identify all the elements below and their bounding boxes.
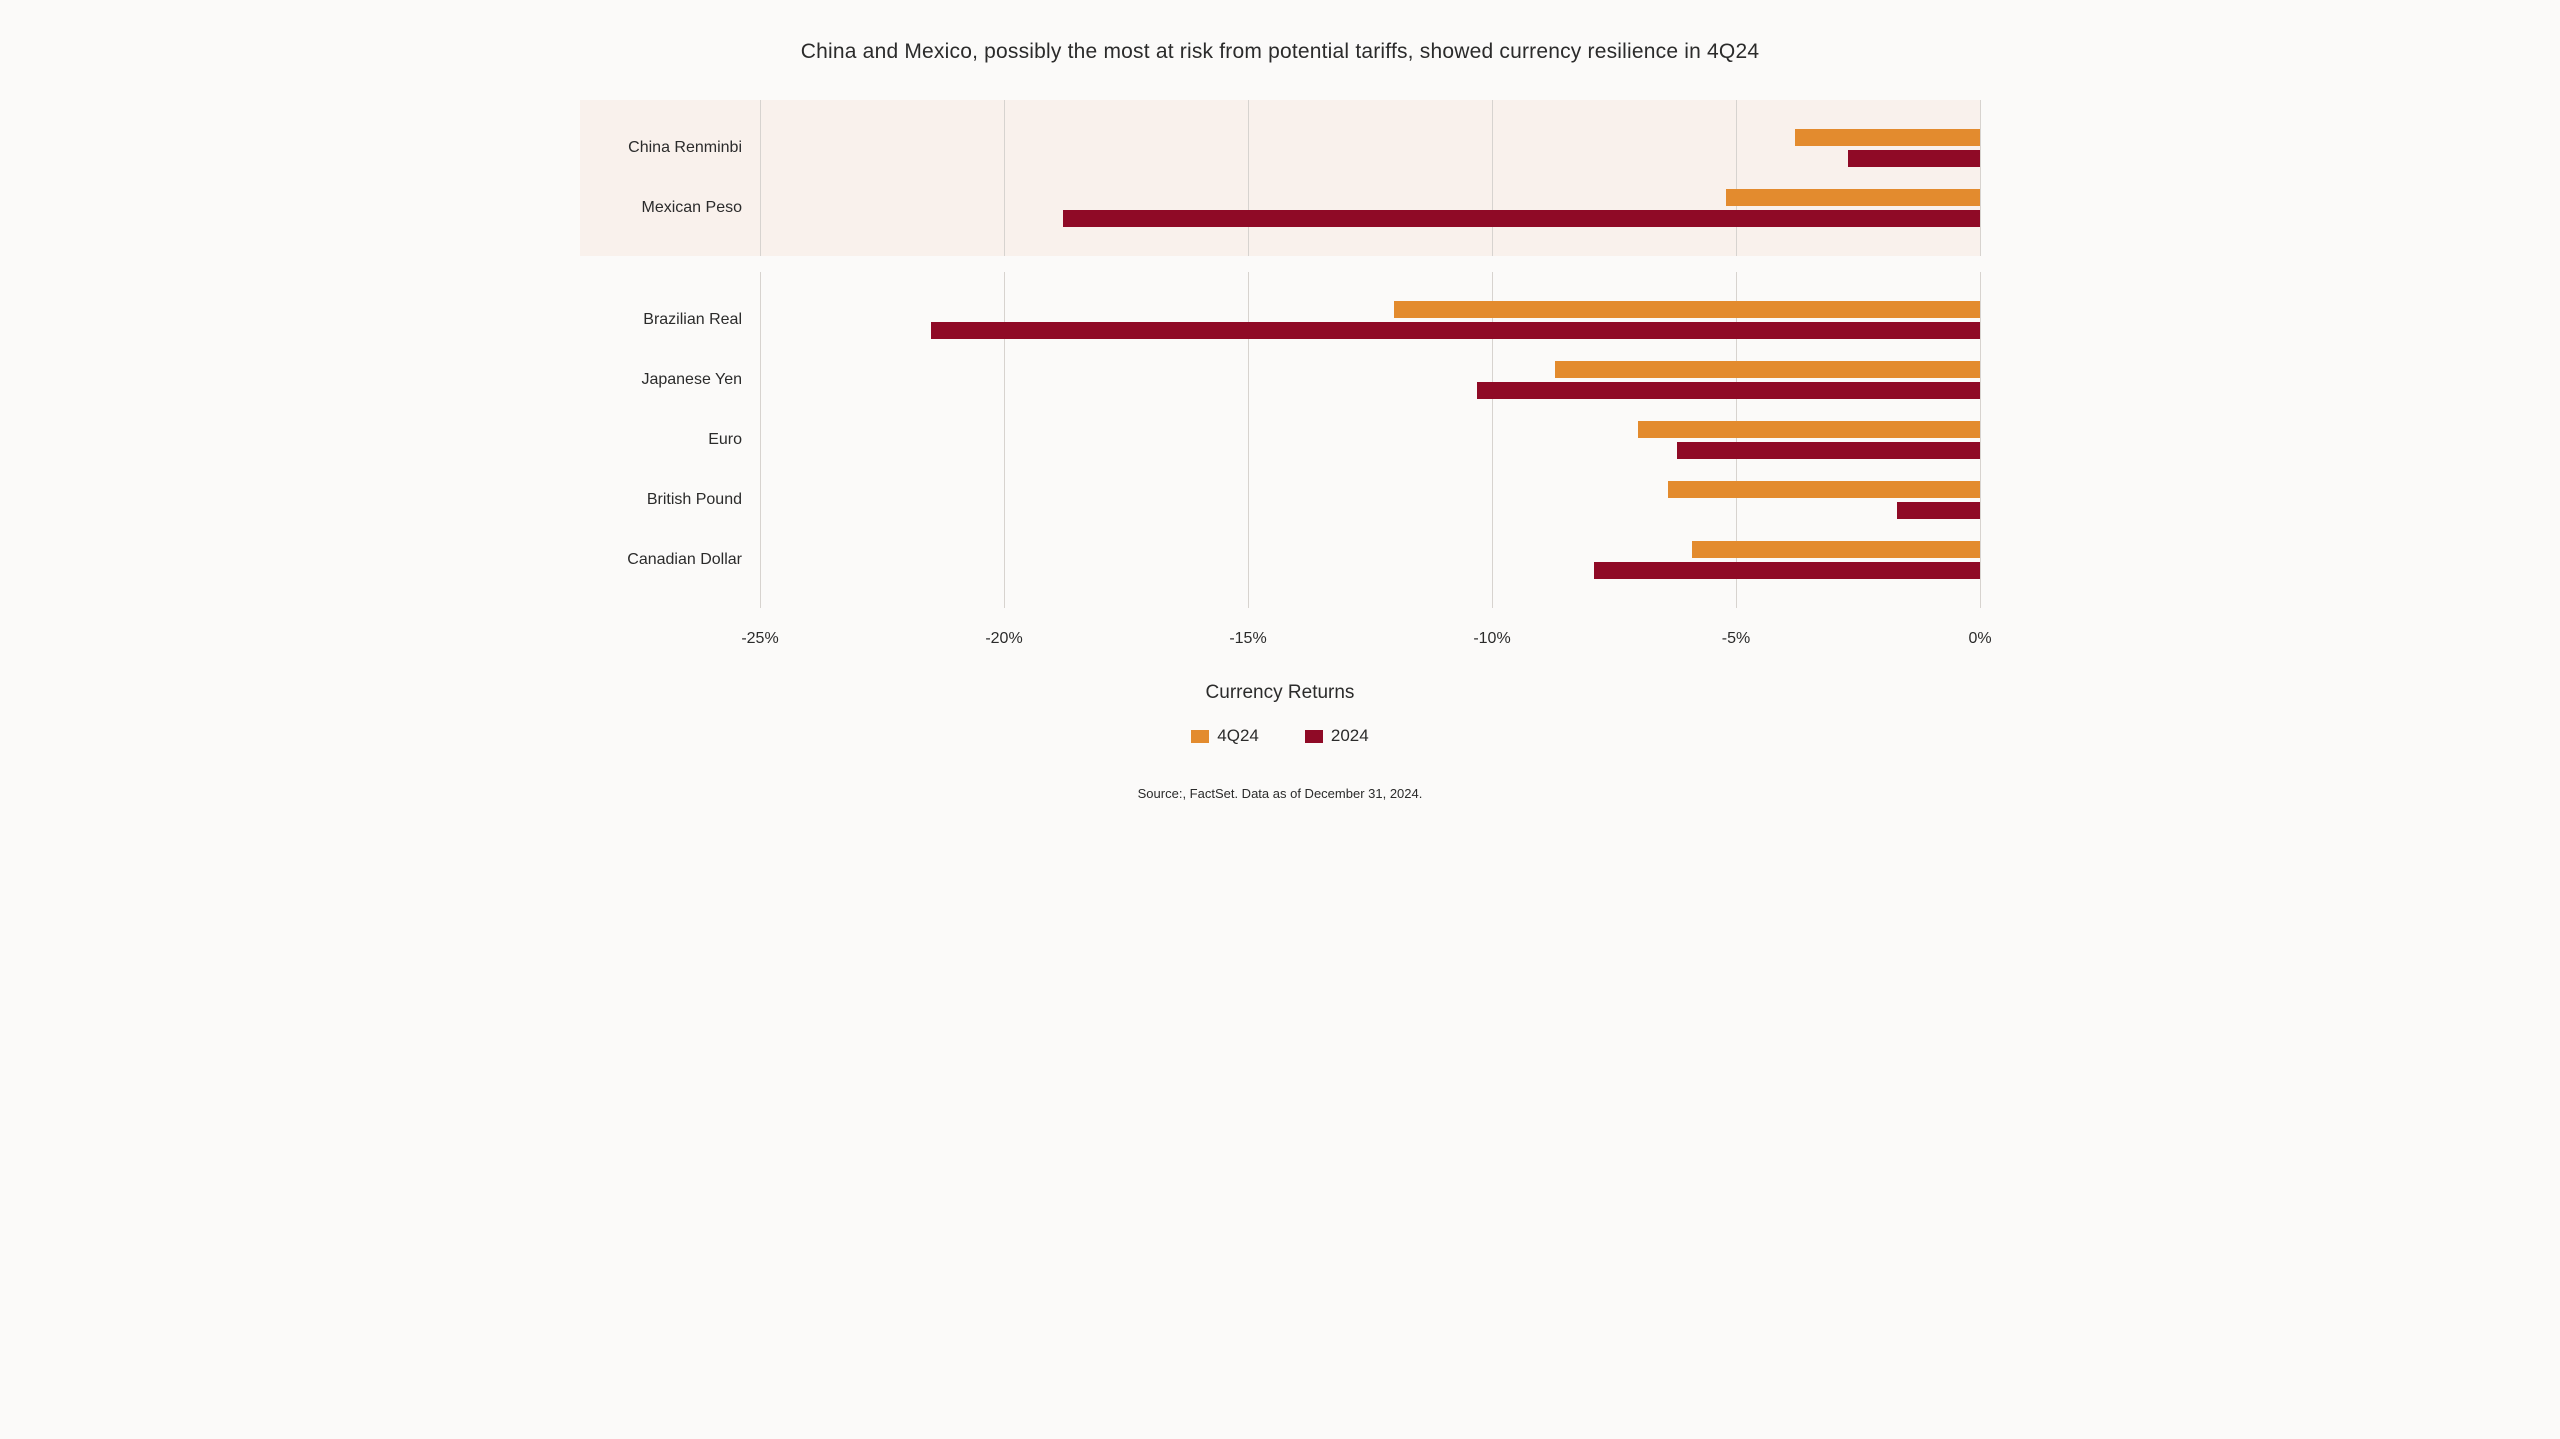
bar-row (760, 530, 1980, 590)
y-labels: Brazilian RealJapanese YenEuroBritish Po… (580, 272, 760, 608)
bar-q4_2024 (1668, 481, 1980, 498)
chart-legend: 4Q24 2024 (580, 726, 1980, 746)
bar-rows (760, 272, 1980, 608)
category-label: Euro (580, 410, 760, 470)
chart-panels: China RenminbiMexican Peso Brazilian Real… (580, 100, 1980, 608)
bar-pair (760, 421, 1980, 459)
category-label: Mexican Peso (580, 178, 760, 238)
bar-fy_2024 (1477, 382, 1980, 399)
bar-rows (760, 100, 1980, 256)
bar-row (760, 350, 1980, 410)
bar-pair (760, 301, 1980, 339)
bar-row (760, 470, 1980, 530)
chart-page: China and Mexico, possibly the most at r… (520, 0, 2040, 831)
bar-q4_2024 (1692, 541, 1980, 558)
chart-panel: China RenminbiMexican Peso (580, 100, 1980, 256)
x-axis-title: Currency Returns (580, 682, 1980, 704)
axis-spacer (580, 624, 760, 658)
bar-fy_2024 (1063, 210, 1980, 227)
chart-source: Source:, FactSet. Data as of December 31… (580, 786, 1980, 801)
bar-fy_2024 (931, 322, 1980, 339)
bar-row (760, 290, 1980, 350)
chart-title: China and Mexico, possibly the most at r… (580, 40, 1980, 64)
bar-fy_2024 (1677, 442, 1980, 459)
chart-panel: Brazilian RealJapanese YenEuroBritish Po… (580, 272, 1980, 608)
legend-item-4q24: 4Q24 (1191, 726, 1259, 746)
bar-fy_2024 (1897, 502, 1980, 519)
x-tick-label: -5% (1722, 630, 1750, 648)
plot-area (760, 272, 1980, 608)
category-label: Canadian Dollar (580, 530, 760, 590)
x-tick-label: -10% (1473, 630, 1510, 648)
y-labels: China RenminbiMexican Peso (580, 100, 760, 256)
bar-pair (760, 129, 1980, 167)
x-axis-ticks: -25%-20%-15%-10%-5%0% (760, 624, 1980, 658)
bar-q4_2024 (1555, 361, 1980, 378)
plot-area (760, 100, 1980, 256)
chart-wrapper: China RenminbiMexican Peso Brazilian Real… (580, 100, 1980, 801)
bar-pair (760, 481, 1980, 519)
bar-pair (760, 361, 1980, 399)
bar-row (760, 410, 1980, 470)
x-tick-label: -25% (741, 630, 778, 648)
bar-q4_2024 (1394, 301, 1980, 318)
bar-pair (760, 189, 1980, 227)
legend-swatch-4q24 (1191, 730, 1209, 743)
category-label: China Renminbi (580, 118, 760, 178)
bar-row (760, 118, 1980, 178)
gridline (1980, 272, 1981, 608)
bar-q4_2024 (1638, 421, 1980, 438)
bar-row (760, 178, 1980, 238)
category-label: British Pound (580, 470, 760, 530)
legend-label-2024: 2024 (1331, 726, 1369, 746)
x-tick-label: -20% (985, 630, 1022, 648)
legend-swatch-2024 (1305, 730, 1323, 743)
bar-q4_2024 (1795, 129, 1980, 146)
bar-pair (760, 541, 1980, 579)
category-label: Brazilian Real (580, 290, 760, 350)
gridline (1980, 100, 1981, 256)
x-axis: -25%-20%-15%-10%-5%0% (580, 624, 1980, 658)
x-tick-label: 0% (1968, 630, 1991, 648)
legend-label-4q24: 4Q24 (1217, 726, 1259, 746)
x-tick-label: -15% (1229, 630, 1266, 648)
bar-fy_2024 (1594, 562, 1980, 579)
bar-q4_2024 (1726, 189, 1980, 206)
legend-item-2024: 2024 (1305, 726, 1369, 746)
category-label: Japanese Yen (580, 350, 760, 410)
bar-fy_2024 (1848, 150, 1980, 167)
